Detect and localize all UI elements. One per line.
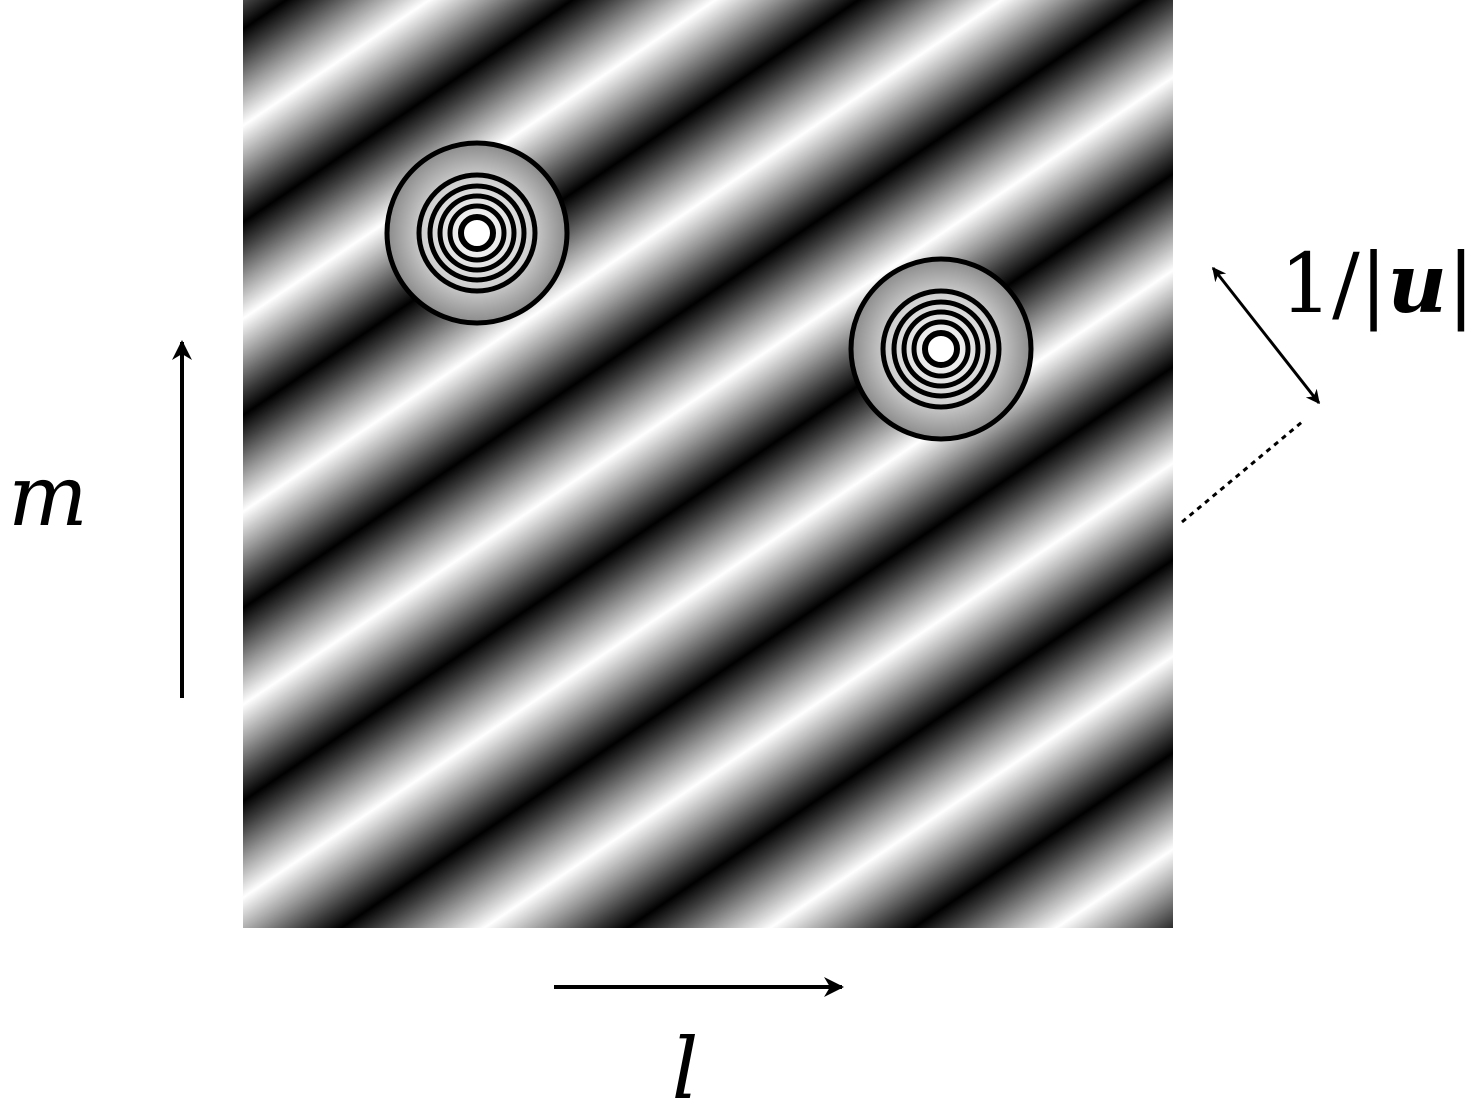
period-vector: u bbox=[1387, 236, 1447, 332]
fringe-period-arrow bbox=[1211, 266, 1321, 405]
source-1-rings bbox=[384, 140, 570, 326]
period-prefix: 1/| bbox=[1280, 237, 1387, 332]
source-2-rings bbox=[848, 256, 1034, 442]
period-suffix: | bbox=[1447, 237, 1467, 332]
fringe-period-guide bbox=[1181, 420, 1303, 524]
l-axis-label: l bbox=[672, 1020, 699, 1110]
m-axis-label: m bbox=[8, 447, 88, 545]
fringe-period-label: 1/|u| bbox=[1280, 236, 1467, 332]
fringe-pattern bbox=[243, 0, 1173, 928]
